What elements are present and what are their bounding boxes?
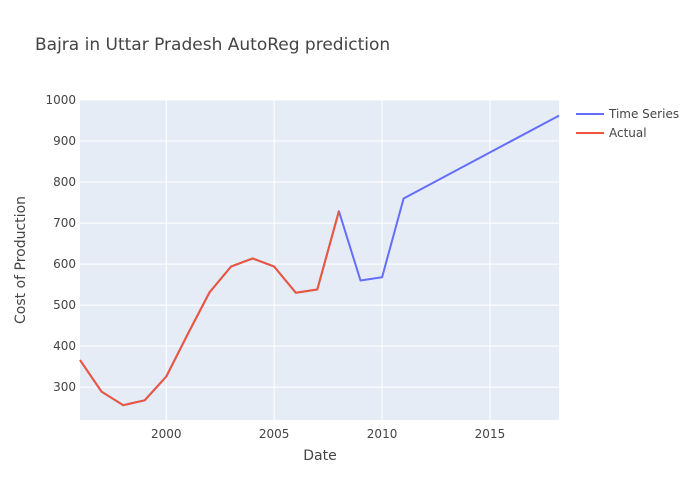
series-lines <box>79 114 560 407</box>
y-tick-label: 600 <box>53 257 76 271</box>
plot-area <box>80 100 559 420</box>
y-tick-label: 800 <box>53 175 76 189</box>
legend-label: Time Series <box>608 107 679 121</box>
y-tick-label: 300 <box>53 380 76 394</box>
y-tick-label: 400 <box>53 339 76 353</box>
x-axis-label: Date <box>303 448 336 464</box>
x-tick-label: 2010 <box>367 427 398 441</box>
legend-label: Actual <box>609 126 647 140</box>
legend-item-actual[interactable]: Actual <box>576 126 647 140</box>
x-tick-label: 2000 <box>151 427 182 441</box>
x-tick-label: 2005 <box>259 427 290 441</box>
y-tick-label: 700 <box>53 216 76 230</box>
legend-item-time-series[interactable]: Time Series <box>576 107 679 121</box>
legend[interactable]: Time Series Actual <box>576 107 679 140</box>
y-tick-label: 1000 <box>45 93 76 107</box>
y-tick-label: 900 <box>53 134 76 148</box>
chart-title: Bajra in Uttar Pradesh AutoReg predictio… <box>35 35 390 55</box>
axis-ticks: 300 400 500 600 700 800 900 1000 2000 2005 2010 201… <box>45 93 505 441</box>
y-tick-label: 500 <box>53 298 76 312</box>
series-line-actual <box>79 210 340 407</box>
y-axis-label: Cost of Production <box>13 196 29 324</box>
x-tick-label: 2015 <box>475 427 506 441</box>
